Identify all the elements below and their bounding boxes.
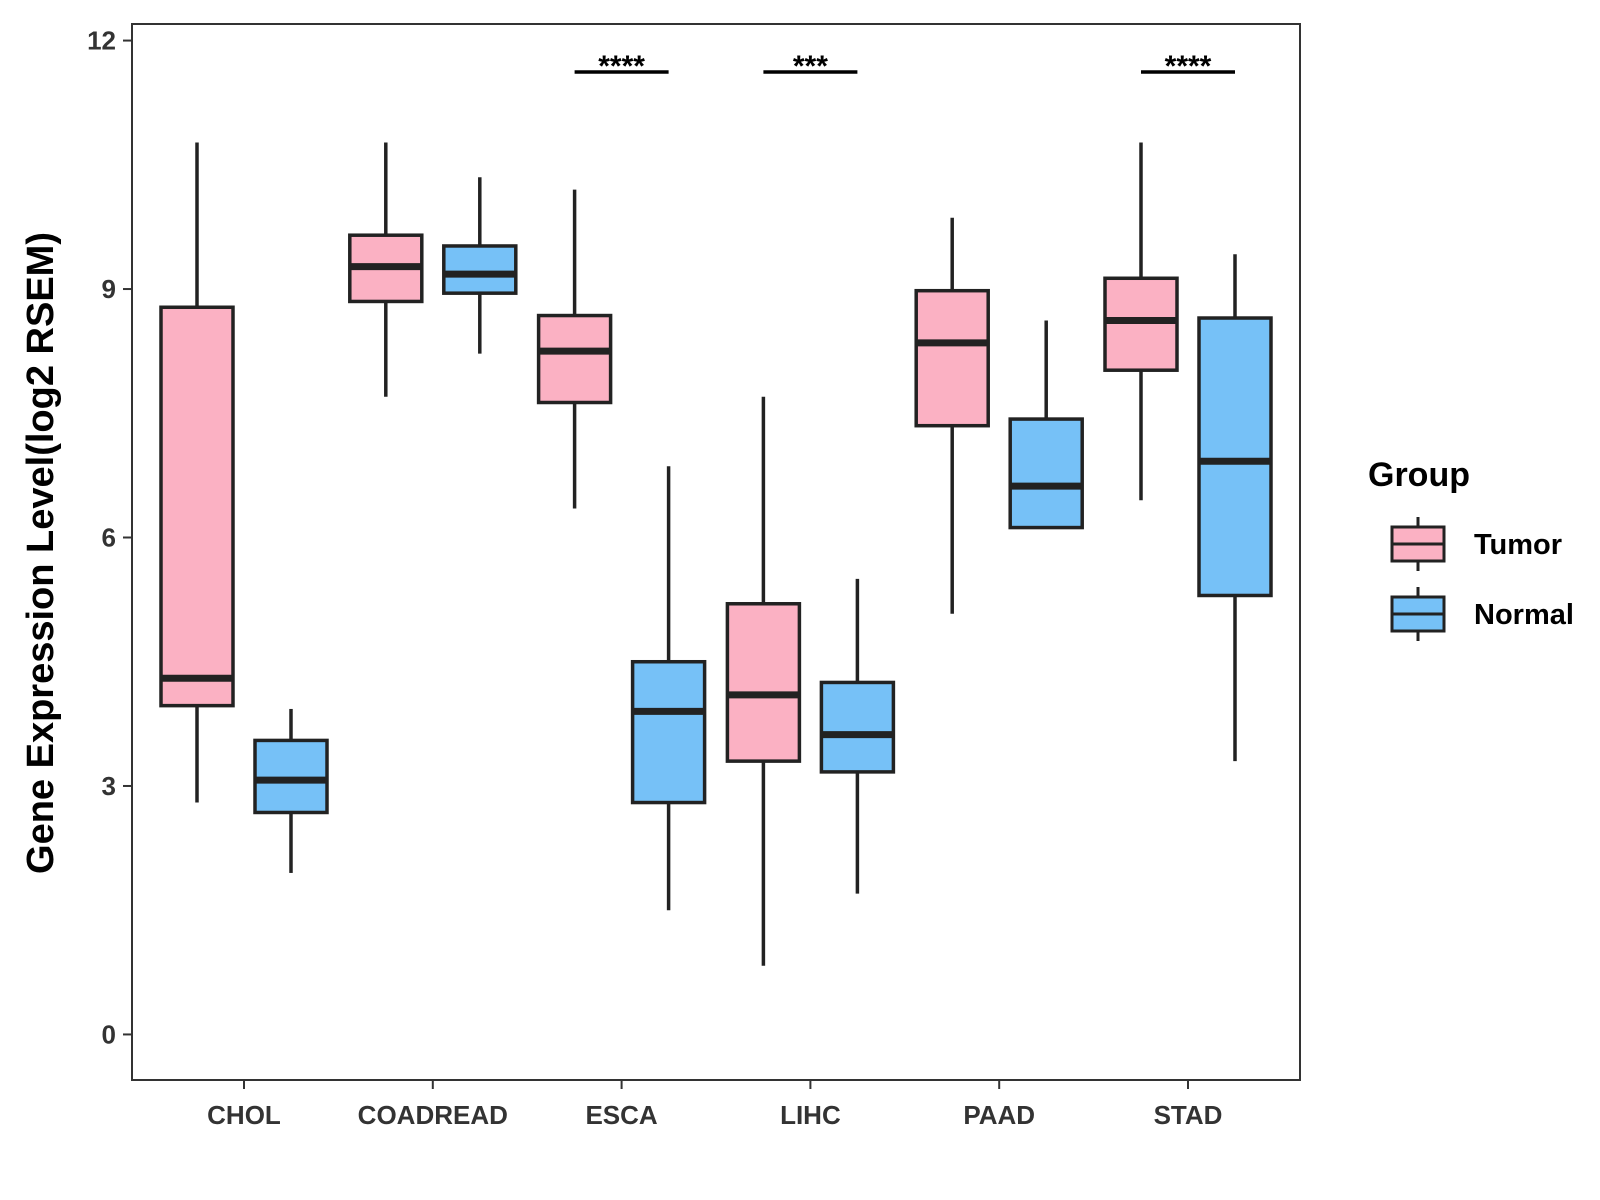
box-body (630, 659, 707, 805)
box-body (253, 738, 329, 815)
x-tick-label: ESCA (585, 1100, 657, 1130)
x-tick-label: COADREAD (358, 1100, 508, 1130)
box-tumor-esca (536, 189, 613, 509)
box-normal-stad (1197, 254, 1273, 762)
y-tick-label: 6 (102, 523, 116, 553)
box-body (725, 602, 802, 763)
legend-item-tumor: Tumor (1390, 517, 1562, 571)
x-tick-label: STAD (1154, 1100, 1223, 1130)
box-normal-esca (630, 466, 707, 911)
y-axis: 0 3 6 9 12 (87, 26, 132, 1049)
box-body (442, 244, 518, 295)
box-tumor-lihc (725, 396, 802, 966)
box-body (1103, 276, 1179, 372)
box-normal-lihc (819, 578, 896, 894)
box-tumor-paad (914, 217, 990, 614)
x-tick-label: PAAD (963, 1100, 1035, 1130)
legend: Group Tumor Normal (1368, 456, 1574, 641)
box-body (819, 680, 896, 774)
legend-title: Group (1368, 456, 1470, 494)
x-axis: CHOL COADREAD ESCA LIHC PAAD STAD (207, 1080, 1222, 1130)
box-tumor-stad (1103, 142, 1179, 501)
significance-annotations: **** *** **** (574, 50, 1235, 83)
box-tumor-chol (159, 142, 235, 803)
box-normal-chol (253, 708, 329, 873)
box-body (159, 305, 235, 708)
significance-label: *** (793, 50, 828, 83)
box-body (1008, 417, 1084, 530)
plot-panel (131, 23, 1301, 1081)
significance-label: **** (598, 50, 645, 83)
legend-item-normal: Normal (1390, 587, 1574, 641)
x-tick-label: CHOL (207, 1100, 281, 1130)
legend-label: Tumor (1474, 529, 1562, 561)
box-body (914, 288, 990, 428)
box-body (1197, 316, 1273, 598)
significance-label: **** (1165, 50, 1212, 83)
box-normal-coadread (442, 177, 518, 354)
y-axis-title: Gene Expression Level(log2 RSEM) (20, 232, 62, 874)
boxes (159, 142, 1273, 966)
y-tick-label: 0 (102, 1019, 116, 1049)
x-tick-label: LIHC (780, 1100, 841, 1130)
legend-label: Normal (1474, 599, 1574, 631)
y-tick-label: 9 (102, 274, 116, 304)
y-tick-label: 12 (87, 26, 116, 56)
box-tumor-coadread (348, 142, 424, 397)
box-body (536, 313, 613, 405)
box-normal-paad (1008, 320, 1084, 530)
y-tick-label: 3 (102, 771, 116, 801)
